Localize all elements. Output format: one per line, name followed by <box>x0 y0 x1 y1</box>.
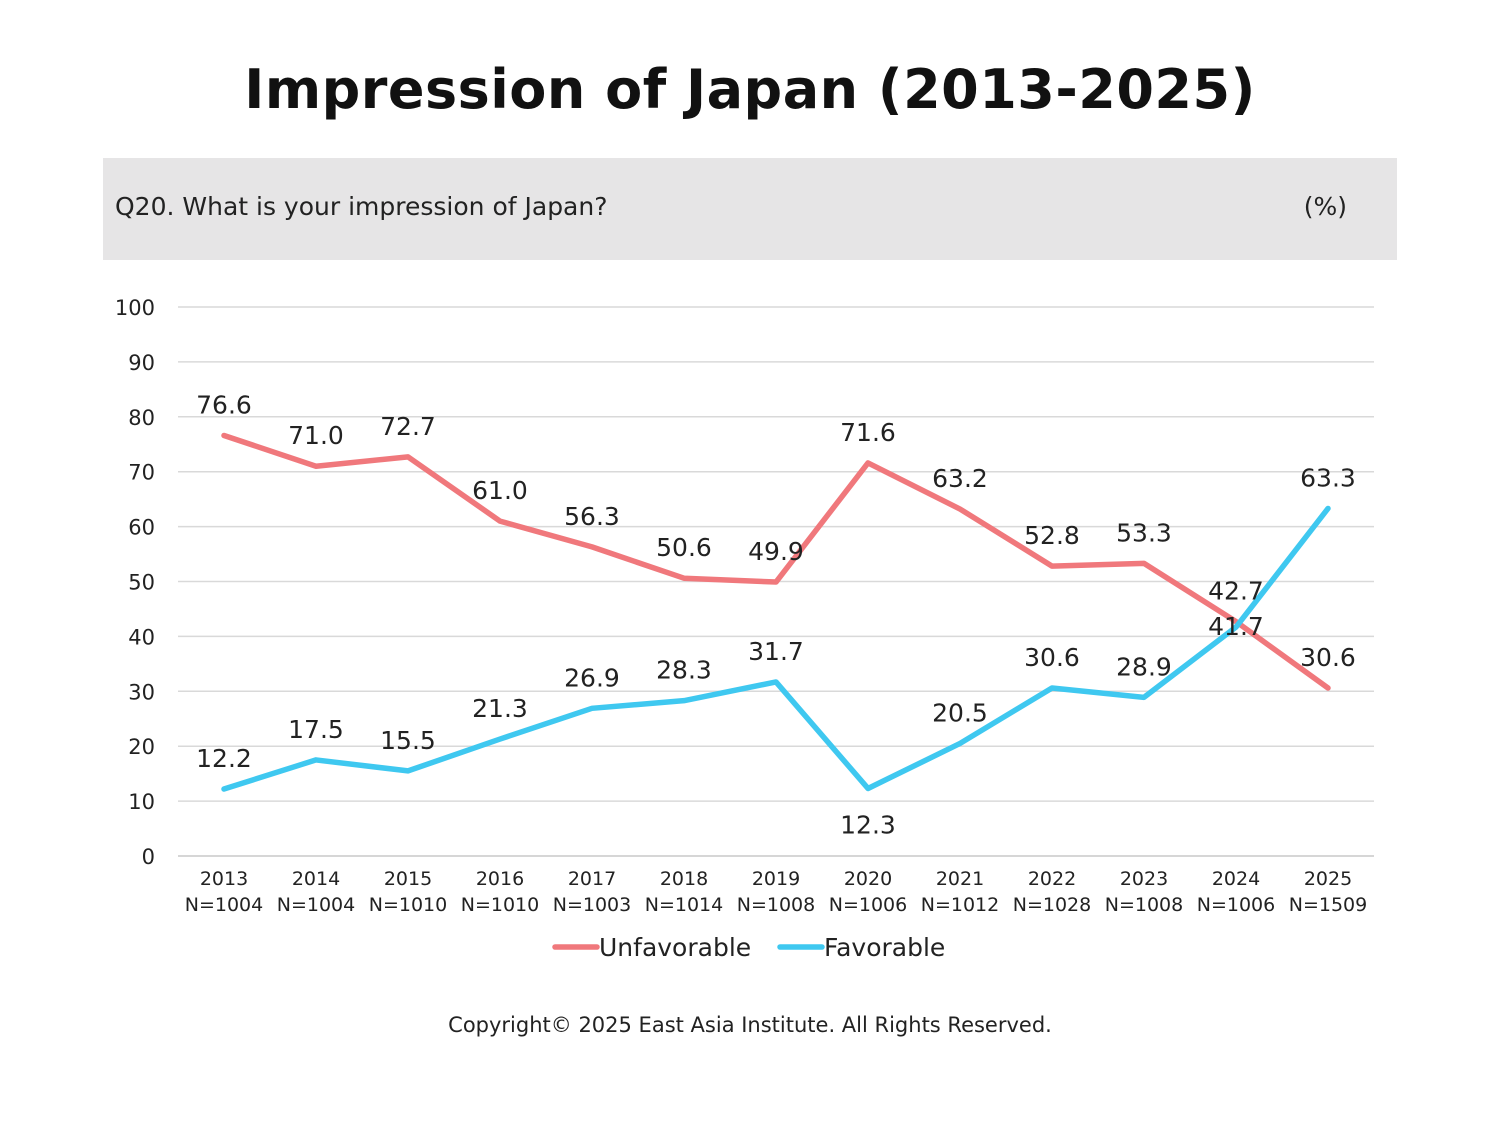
y-tick-label: 60 <box>128 516 155 540</box>
x-tick-label: 2017 <box>568 868 616 890</box>
y-axis: 0 10 20 30 40 50 60 70 80 90 100 <box>115 296 155 869</box>
copyright-notice: Copyright© 2025 East Asia Institute. All… <box>448 1013 1052 1037</box>
series-lines <box>221 432 1331 792</box>
data-label-favorable: 31.7 <box>748 637 804 666</box>
y-tick-label: 10 <box>128 790 155 814</box>
data-label-favorable: 17.5 <box>288 715 344 744</box>
data-label-favorable: 28.9 <box>1116 652 1172 681</box>
x-axis: 2013 N=1004 2014 N=1004 2015 N=1010 2016 N=1010… <box>185 868 1368 916</box>
x-tick-label: 2023 <box>1120 868 1168 890</box>
y-tick-label: 70 <box>128 461 155 485</box>
x-sample-size-label: N=1509 <box>1289 894 1368 916</box>
y-tick-label: 80 <box>128 406 155 430</box>
x-sample-size-label: N=1028 <box>1013 894 1092 916</box>
data-label-favorable: 28.3 <box>656 656 712 685</box>
data-label-favorable: 15.5 <box>380 726 436 755</box>
x-sample-size-label: N=1012 <box>921 894 1000 916</box>
series-line-unfavorable <box>221 432 1331 691</box>
data-label-favorable: 41.7 <box>1208 612 1264 641</box>
x-sample-size-label: N=1006 <box>829 894 908 916</box>
question-banner: Q20. What is your impression of Japan? (… <box>103 158 1397 260</box>
data-label-unfavorable: 53.3 <box>1116 518 1172 547</box>
x-tick-label: 2015 <box>384 868 432 890</box>
x-sample-size-label: N=1010 <box>369 894 448 916</box>
x-tick-label: 2013 <box>200 868 248 890</box>
y-tick-label: 50 <box>128 571 155 595</box>
y-tick-label: 30 <box>128 680 155 704</box>
x-sample-size-label: N=1003 <box>553 894 632 916</box>
x-sample-size-label: N=1006 <box>1197 894 1276 916</box>
data-label-favorable: 63.3 <box>1300 463 1356 492</box>
y-tick-label: 100 <box>115 296 155 320</box>
x-sample-size-label: N=1004 <box>185 894 264 916</box>
data-label-unfavorable: 42.7 <box>1208 577 1264 606</box>
x-sample-size-label: N=1014 <box>645 894 724 916</box>
data-label-unfavorable: 56.3 <box>564 502 620 531</box>
legend: Unfavorable Favorable <box>552 933 945 962</box>
x-tick-label: 2014 <box>292 868 340 890</box>
data-label-unfavorable: 71.0 <box>288 421 344 450</box>
x-tick-label: 2024 <box>1212 868 1260 890</box>
data-label-favorable: 12.2 <box>196 744 252 773</box>
data-label-unfavorable: 61.0 <box>472 476 528 505</box>
y-tick-label: 90 <box>128 351 155 375</box>
chart-title: Impression of Japan (2013-2025) <box>244 58 1256 121</box>
legend-label-favorable: Favorable <box>824 933 945 962</box>
data-label-favorable: 12.3 <box>840 810 896 839</box>
data-label-unfavorable: 63.2 <box>932 464 988 493</box>
x-sample-size-label: N=1004 <box>277 894 356 916</box>
y-tick-label: 40 <box>128 625 155 649</box>
data-label-favorable: 30.6 <box>1024 643 1080 672</box>
data-label-unfavorable: 49.9 <box>748 537 804 566</box>
x-sample-size-label: N=1010 <box>461 894 540 916</box>
x-sample-size-label: N=1008 <box>1105 894 1184 916</box>
x-tick-label: 2025 <box>1304 868 1352 890</box>
y-tick-label: 0 <box>142 845 155 869</box>
legend-label-unfavorable: Unfavorable <box>599 933 751 962</box>
data-label-favorable: 26.9 <box>564 663 620 692</box>
data-label-unfavorable: 76.6 <box>196 390 252 419</box>
y-tick-label: 20 <box>128 735 155 759</box>
data-label-favorable: 20.5 <box>932 698 988 727</box>
x-tick-label: 2018 <box>660 868 708 890</box>
data-label-unfavorable: 71.6 <box>840 418 896 447</box>
x-tick-label: 2022 <box>1028 868 1076 890</box>
data-label-unfavorable: 72.7 <box>380 412 436 441</box>
unit-label: (%) <box>1303 192 1347 221</box>
data-labels: 76.6 71.0 72.7 61.0 56.3 50.6 49.9 71.6 63.2 52.8… <box>196 390 1356 839</box>
x-tick-label: 2020 <box>844 868 892 890</box>
question-text: Q20. What is your impression of Japan? <box>115 192 608 221</box>
x-sample-size-label: N=1008 <box>737 894 816 916</box>
x-tick-label: 2021 <box>936 868 984 890</box>
x-tick-label: 2019 <box>752 868 800 890</box>
x-tick-label: 2016 <box>476 868 524 890</box>
series-line-favorable <box>221 505 1331 792</box>
data-label-unfavorable: 50.6 <box>656 533 712 562</box>
data-label-favorable: 21.3 <box>472 694 528 723</box>
data-label-unfavorable: 30.6 <box>1300 643 1356 672</box>
data-label-unfavorable: 52.8 <box>1024 521 1080 550</box>
